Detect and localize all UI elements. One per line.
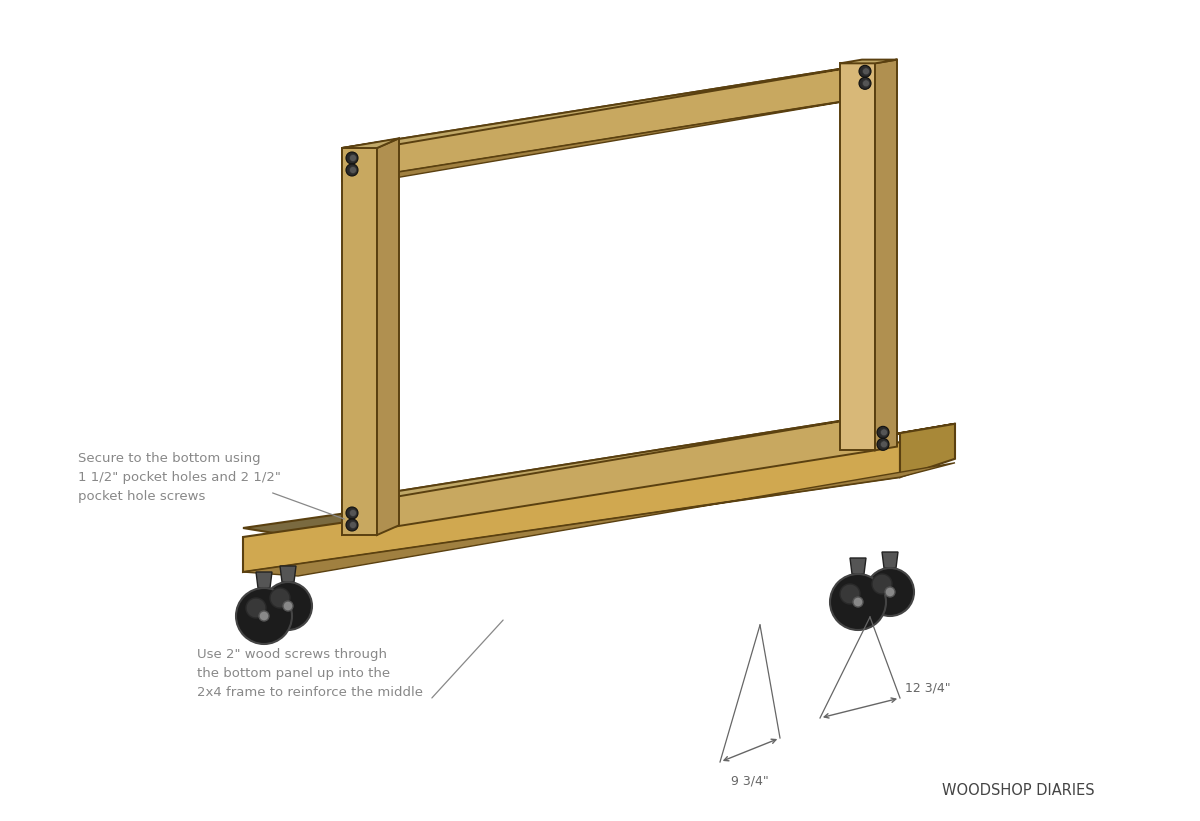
Polygon shape (342, 411, 898, 500)
Circle shape (349, 521, 356, 529)
Polygon shape (242, 463, 955, 576)
Circle shape (270, 588, 290, 608)
Circle shape (877, 426, 889, 438)
Circle shape (236, 588, 292, 644)
Polygon shape (377, 138, 398, 535)
Circle shape (859, 77, 871, 89)
Text: WOODSHOP DIARIES: WOODSHOP DIARIES (942, 783, 1096, 798)
Circle shape (283, 601, 293, 611)
Polygon shape (882, 552, 898, 568)
Polygon shape (342, 93, 898, 181)
Text: 12 3/4": 12 3/4" (905, 681, 950, 695)
Polygon shape (342, 138, 398, 148)
Circle shape (881, 441, 888, 447)
Circle shape (877, 438, 889, 451)
Circle shape (346, 164, 358, 176)
Polygon shape (342, 63, 875, 181)
Text: 9 3/4": 9 3/4" (731, 774, 769, 787)
Circle shape (866, 568, 914, 616)
Circle shape (881, 429, 888, 436)
Polygon shape (342, 60, 898, 148)
Circle shape (346, 507, 358, 519)
Circle shape (264, 582, 312, 630)
Polygon shape (342, 148, 377, 535)
Circle shape (886, 587, 895, 597)
Polygon shape (900, 424, 955, 477)
Circle shape (259, 611, 269, 621)
Circle shape (863, 68, 870, 75)
Circle shape (346, 519, 358, 531)
Circle shape (346, 152, 358, 164)
Circle shape (859, 66, 871, 77)
Text: Use 2" wood screws through
the bottom panel up into the
2x4 frame to reinforce t: Use 2" wood screws through the bottom pa… (197, 648, 424, 699)
Polygon shape (242, 424, 955, 537)
Circle shape (863, 80, 870, 87)
Polygon shape (280, 566, 296, 582)
Circle shape (349, 154, 356, 162)
Polygon shape (242, 443, 900, 572)
Circle shape (872, 574, 892, 594)
Circle shape (349, 510, 356, 516)
Circle shape (246, 598, 266, 618)
Text: Secure to the bottom using
1 1/2" pocket holes and 2 1/2"
pocket hole screws: Secure to the bottom using 1 1/2" pocket… (78, 452, 281, 503)
Circle shape (349, 167, 356, 173)
Circle shape (853, 597, 863, 607)
Circle shape (840, 584, 860, 604)
Polygon shape (342, 415, 875, 535)
Polygon shape (840, 63, 875, 451)
Polygon shape (875, 60, 898, 451)
Polygon shape (840, 60, 898, 63)
Circle shape (830, 574, 886, 630)
Polygon shape (850, 558, 866, 574)
Polygon shape (256, 572, 272, 588)
